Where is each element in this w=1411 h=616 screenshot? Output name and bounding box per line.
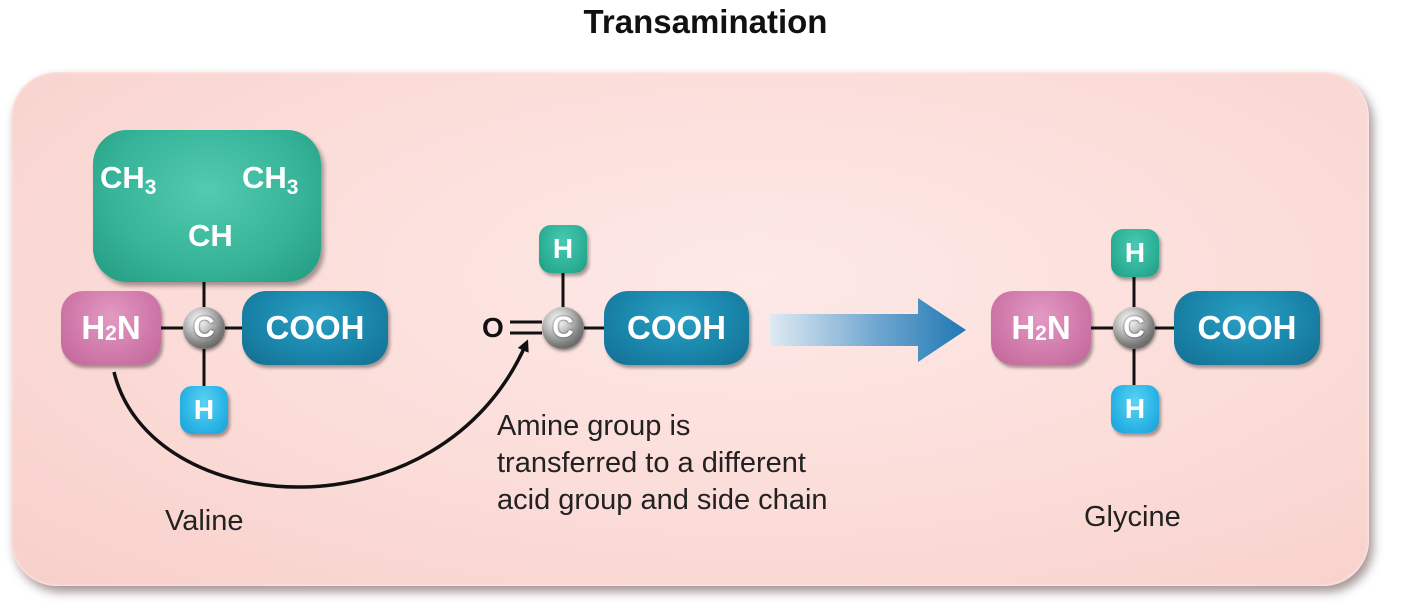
valine-label: Valine (165, 505, 244, 537)
glycine-carboxyl-group: COOH (1174, 291, 1320, 365)
valine-alpha-carbon: C (183, 307, 225, 349)
keto-oxygen: O (482, 312, 504, 343)
transfer-caption: Amine group is transferred to a differen… (497, 408, 917, 519)
glycine-label: Glycine (1084, 501, 1181, 533)
glycine-hydrogen-top: H (1111, 229, 1159, 277)
caption-line-3: acid group and side chain (497, 484, 828, 516)
valine-side-chain-ch: CH (188, 218, 233, 253)
caption-line-2: transferred to a different (497, 447, 806, 479)
valine-carboxyl-group: COOH (242, 291, 388, 365)
keto-carboxyl-group: COOH (604, 291, 749, 365)
valine-side-chain-box (93, 130, 321, 282)
keto-carbon: C (542, 307, 584, 349)
valine-side-chain-ch3-left: CH3 (100, 160, 157, 199)
valine-side-chain-ch3-right: CH3 (242, 160, 299, 199)
transfer-curved-arrow (112, 339, 529, 489)
keto-hydrogen: H (539, 225, 587, 273)
glycine-hydrogen-bottom: H (1111, 385, 1159, 433)
glycine-alpha-carbon: C (1113, 307, 1155, 349)
caption-line-1: Amine group is (497, 410, 691, 442)
valine-hydrogen: H (180, 386, 228, 434)
diagram-title: Transamination (583, 3, 828, 40)
reaction-arrow (770, 298, 966, 362)
